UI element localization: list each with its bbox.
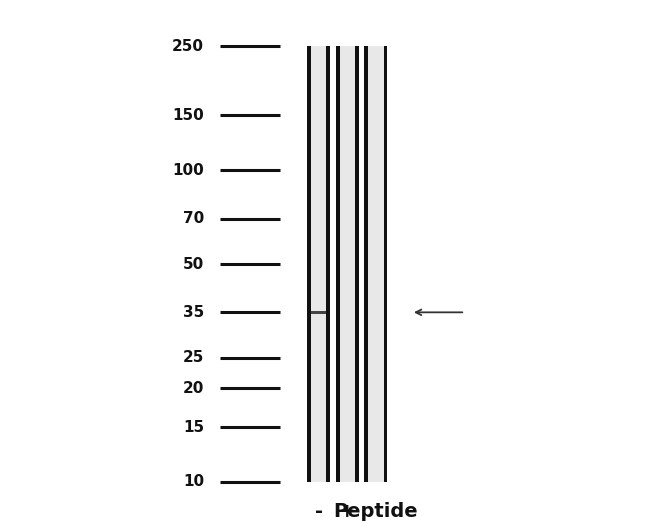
Bar: [326, 46, 330, 482]
Text: 70: 70: [183, 211, 204, 226]
Bar: [365, 46, 369, 482]
Bar: [384, 46, 387, 482]
Text: Peptide: Peptide: [333, 503, 418, 521]
Text: 100: 100: [172, 163, 204, 178]
Text: 25: 25: [183, 350, 204, 366]
Text: -: -: [315, 503, 322, 521]
Bar: [336, 46, 359, 482]
Text: 50: 50: [183, 257, 204, 271]
Text: +: +: [339, 503, 356, 521]
Bar: [307, 46, 311, 482]
Bar: [355, 46, 359, 482]
Bar: [336, 46, 340, 482]
Text: 150: 150: [172, 108, 204, 123]
Text: 20: 20: [183, 381, 204, 395]
Text: 250: 250: [172, 39, 204, 54]
Bar: [365, 46, 387, 482]
Bar: [311, 311, 326, 314]
Bar: [307, 46, 330, 482]
Text: 10: 10: [183, 474, 204, 490]
Text: 15: 15: [183, 419, 204, 435]
Text: 35: 35: [183, 305, 204, 320]
